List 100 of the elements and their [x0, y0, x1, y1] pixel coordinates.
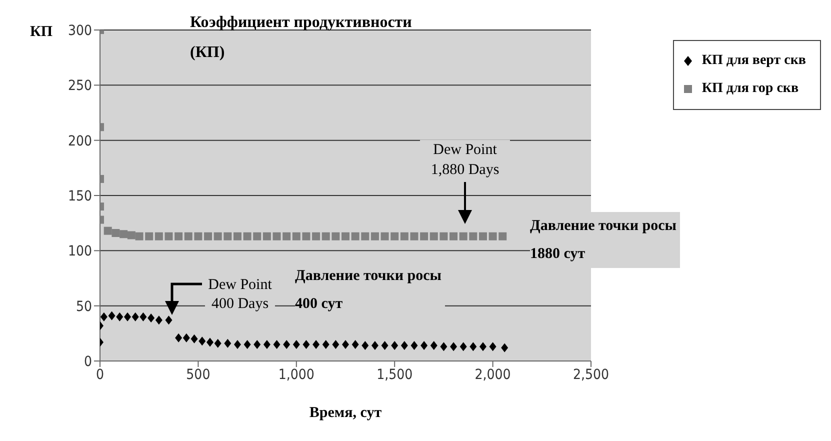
point [322, 340, 330, 349]
point [459, 232, 468, 240]
point [371, 341, 378, 350]
point [322, 232, 330, 240]
point [302, 340, 310, 349]
point [332, 340, 340, 349]
point [283, 340, 290, 349]
point [479, 342, 486, 352]
point [361, 232, 370, 240]
annotation: Давление точки росы 400 сут [295, 262, 445, 318]
x-axis-title: Время, сут [308, 405, 383, 422]
y-tick-label: 250 [68, 78, 92, 94]
point [214, 338, 222, 348]
legend-label: КП для гор скв [702, 80, 799, 98]
x-tick-label: 2,000 [474, 366, 511, 383]
point [292, 340, 300, 349]
chart-title: Коэффициент продуктивности (КП) [190, 13, 413, 63]
point [400, 232, 408, 240]
point [233, 232, 242, 240]
point [420, 232, 428, 240]
point [352, 340, 359, 349]
point [124, 312, 131, 322]
point [351, 232, 360, 240]
y-tick-label: 0 [84, 354, 92, 370]
point [312, 340, 320, 349]
point [440, 232, 448, 240]
point [370, 232, 379, 240]
point [450, 232, 458, 240]
point [362, 341, 369, 350]
point [112, 229, 120, 238]
point [120, 230, 128, 238]
point [190, 334, 198, 344]
point [127, 231, 136, 240]
legend-label: КП для верт скв [702, 52, 806, 70]
point [282, 232, 291, 240]
point [410, 232, 418, 240]
point [155, 316, 162, 325]
point [469, 232, 478, 240]
point [380, 232, 389, 240]
point [145, 232, 154, 240]
point [148, 313, 155, 322]
point [381, 341, 388, 350]
point [450, 342, 458, 352]
point [206, 338, 214, 347]
point [430, 341, 438, 350]
point [391, 341, 398, 350]
point [489, 342, 496, 352]
annotation: Dew Point 1,880 Days [420, 140, 510, 180]
point [224, 232, 232, 240]
point [478, 232, 487, 240]
point [104, 226, 112, 235]
point [244, 340, 251, 349]
point [182, 333, 190, 342]
x-tick-label: 500 [186, 366, 210, 383]
point [243, 232, 252, 240]
x-tick-label: 1,500 [376, 366, 413, 383]
point [194, 232, 202, 240]
y-tick-label: 50 [76, 298, 92, 315]
point [164, 232, 173, 240]
point [342, 232, 350, 240]
point [174, 232, 183, 240]
annotation: Давление точки росы 1880 сут [530, 212, 680, 268]
point [204, 232, 212, 240]
x-tick-label: 2,500 [572, 366, 610, 383]
point [273, 340, 280, 349]
point [410, 341, 418, 350]
point [254, 340, 261, 349]
x-tick-label: 0 [96, 366, 104, 383]
point [272, 232, 281, 240]
point [154, 232, 163, 240]
point [430, 232, 438, 240]
y-tick-label: 150 [68, 188, 92, 204]
point [140, 312, 147, 322]
point [312, 232, 320, 240]
y-tick-label: 200 [68, 133, 92, 150]
point [165, 316, 172, 325]
point [214, 232, 222, 240]
point [302, 232, 310, 240]
point [292, 232, 300, 240]
point [342, 340, 349, 349]
point [253, 232, 262, 240]
point [440, 342, 448, 352]
point [498, 232, 507, 240]
point [100, 312, 108, 322]
point [460, 342, 467, 352]
y-tick-label: 300 [68, 22, 92, 39]
point [108, 311, 116, 320]
point [224, 338, 232, 348]
point [390, 232, 399, 240]
annotation: Dew Point 400 Days [205, 276, 275, 314]
point [234, 340, 241, 349]
x-tick-label: 1,000 [278, 366, 314, 383]
point [175, 333, 182, 342]
point [470, 342, 477, 352]
point [132, 312, 139, 322]
point [262, 232, 271, 240]
point [263, 340, 270, 349]
point [488, 232, 497, 240]
point [501, 343, 508, 352]
point [400, 341, 408, 350]
